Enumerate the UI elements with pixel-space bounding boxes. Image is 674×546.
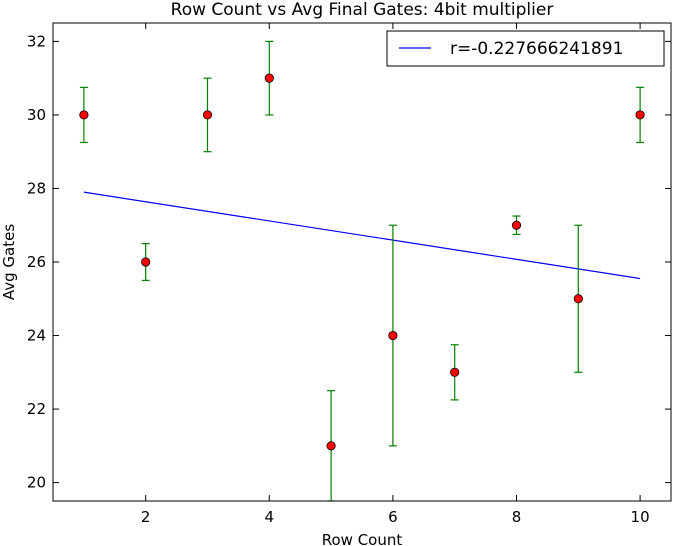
plot-frame — [52, 22, 672, 502]
x-tick-label: 4 — [265, 508, 275, 526]
y-tick-label: 30 — [27, 106, 46, 124]
data-point-10 — [635, 110, 645, 120]
chart-title: Row Count vs Avg Final Gates: 4bit multi… — [171, 0, 554, 20]
data-point-4 — [264, 73, 274, 83]
y-tick-label: 32 — [27, 32, 46, 50]
legend: r=-0.227666241891 — [386, 30, 665, 67]
data-point-3 — [202, 110, 213, 120]
data-point-5 — [326, 441, 336, 451]
x-tick-label: 10 — [631, 508, 650, 526]
legend-box — [386, 30, 665, 67]
data-point-6 — [388, 330, 398, 341]
data-point-9 — [573, 294, 583, 304]
y-tick-label: 20 — [27, 474, 46, 492]
x-tick-label: 8 — [512, 508, 522, 526]
fit-line — [83, 191, 641, 280]
data-point-7 — [450, 367, 460, 377]
x-axis-label: Row Count — [322, 531, 403, 546]
y-tick-label: 28 — [27, 179, 46, 197]
x-tick-label: 2 — [141, 508, 151, 526]
data-point-2 — [141, 257, 151, 267]
y-tick-label: 26 — [27, 253, 46, 271]
plot-area — [79, 40, 645, 502]
legend-entry-label: r=-0.227666241891 — [450, 39, 623, 59]
data-point-8 — [511, 220, 522, 230]
x-tick-label: 6 — [388, 508, 398, 526]
y-axis-label: Avg Gates — [0, 224, 18, 300]
y-tick-label: 24 — [27, 327, 46, 345]
data-point-1 — [79, 110, 89, 120]
y-tick-label: 22 — [27, 400, 46, 418]
